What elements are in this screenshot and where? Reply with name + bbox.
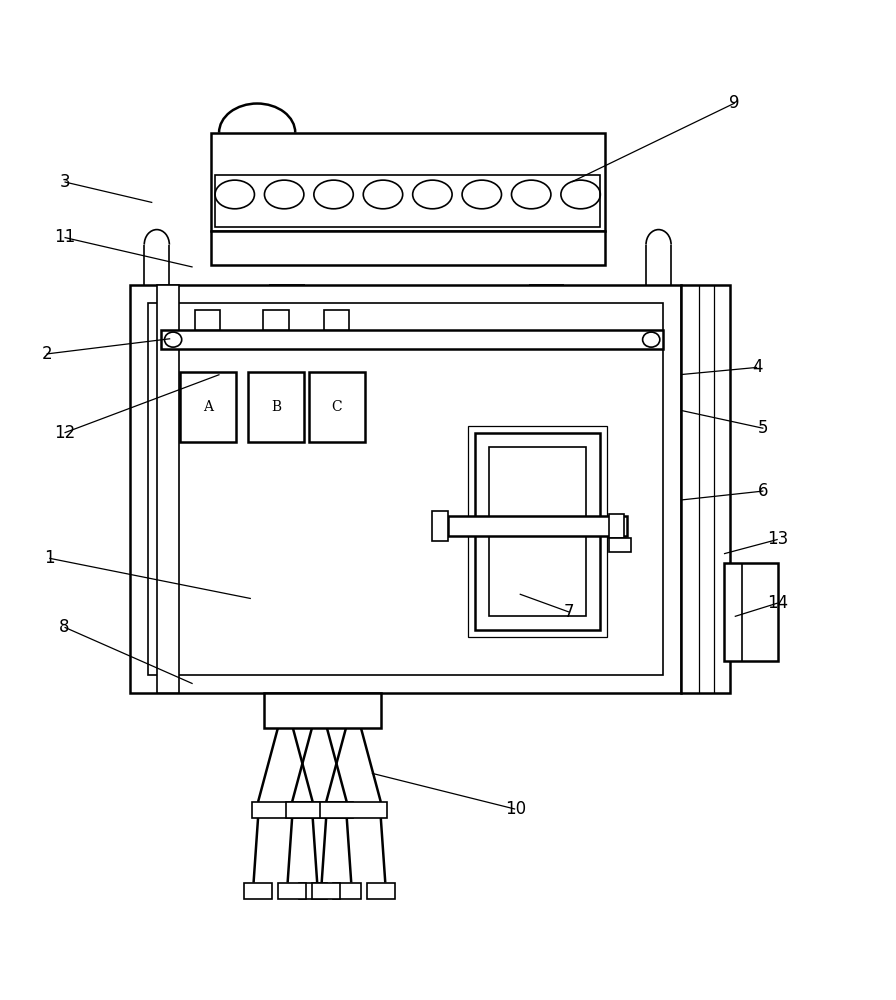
Bar xyxy=(130,285,681,693)
Bar xyxy=(195,310,220,330)
Bar xyxy=(157,285,179,693)
Bar xyxy=(279,883,306,899)
Bar xyxy=(309,372,365,442)
Text: C: C xyxy=(332,400,342,414)
Bar xyxy=(681,285,730,693)
Text: 3: 3 xyxy=(59,173,70,191)
Bar xyxy=(609,538,631,552)
Bar xyxy=(313,883,340,899)
Bar xyxy=(475,433,600,630)
Text: 10: 10 xyxy=(504,800,526,818)
Bar xyxy=(211,133,605,231)
Bar xyxy=(333,883,360,899)
Bar xyxy=(161,330,663,349)
Bar xyxy=(180,372,236,442)
Bar xyxy=(263,310,289,330)
Bar xyxy=(432,511,448,541)
Text: 14: 14 xyxy=(767,594,788,612)
Text: 13: 13 xyxy=(767,530,788,548)
Bar xyxy=(245,883,271,899)
Text: 12: 12 xyxy=(54,424,75,442)
Bar xyxy=(286,802,353,818)
Bar xyxy=(724,563,778,661)
Bar xyxy=(148,303,663,675)
Bar xyxy=(609,514,624,538)
Text: 1: 1 xyxy=(44,549,55,567)
Bar xyxy=(252,802,319,818)
Text: 2: 2 xyxy=(41,345,52,363)
Text: 6: 6 xyxy=(758,482,769,500)
Bar xyxy=(299,883,326,899)
Text: 5: 5 xyxy=(758,419,769,437)
Text: 9: 9 xyxy=(729,94,740,112)
Text: 8: 8 xyxy=(59,618,70,636)
Text: 4: 4 xyxy=(752,358,762,376)
Bar xyxy=(248,372,304,442)
Bar xyxy=(211,231,605,265)
Bar xyxy=(367,883,394,899)
Text: B: B xyxy=(271,400,281,414)
Bar xyxy=(468,426,607,637)
Text: A: A xyxy=(202,400,213,414)
Text: 11: 11 xyxy=(54,228,75,246)
Bar xyxy=(448,516,627,536)
Bar xyxy=(264,693,381,728)
Bar xyxy=(324,310,349,330)
Text: 7: 7 xyxy=(564,603,574,621)
Bar xyxy=(489,447,586,616)
Bar xyxy=(215,175,600,227)
Bar xyxy=(320,802,387,818)
